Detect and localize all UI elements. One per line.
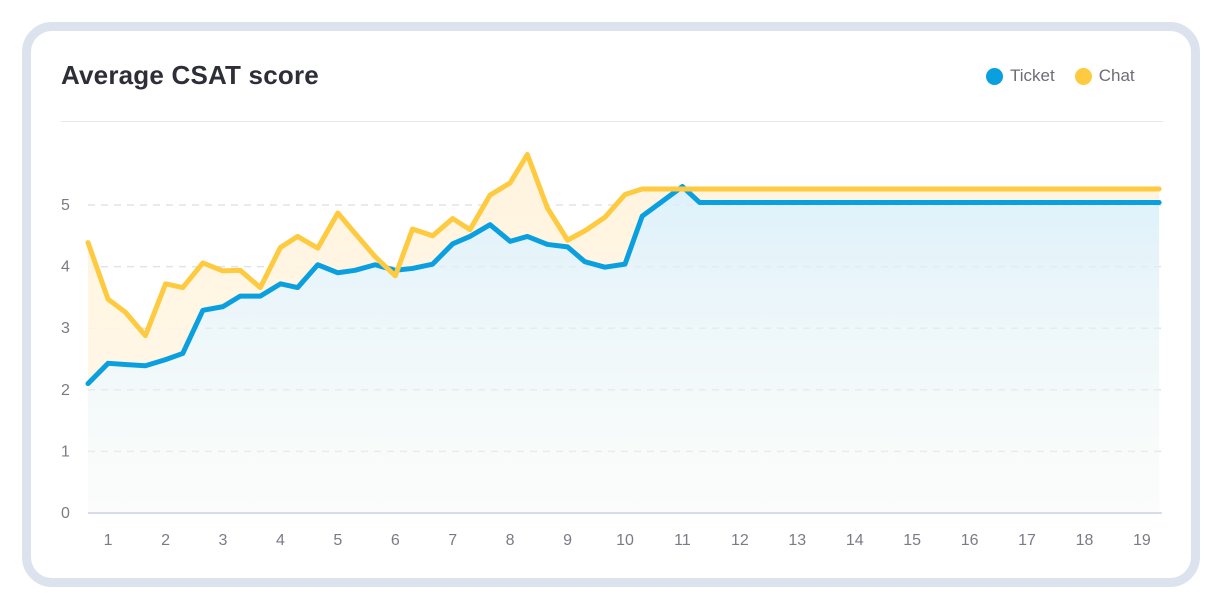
- area-ticket: [88, 186, 1160, 513]
- line-layer: [85, 151, 1162, 387]
- y-tick-label: 4: [61, 259, 70, 276]
- x-tick-label: 17: [1018, 532, 1036, 549]
- x-tick-label: 4: [276, 532, 285, 549]
- x-tick-label: 3: [219, 532, 228, 549]
- legend-label-chat: Chat: [1098, 66, 1135, 85]
- legend-item-ticket[interactable]: Ticket: [986, 66, 1055, 86]
- x-tick-label: 12: [731, 532, 749, 549]
- x-tick-label: 5: [333, 532, 342, 549]
- x-tick-label: 1: [104, 532, 113, 549]
- x-tick-label: 2: [161, 532, 170, 549]
- area-gap: [88, 154, 1160, 384]
- area-layer: [88, 154, 1160, 513]
- legend-swatch-chat: [1074, 67, 1092, 85]
- chart-title: Average CSAT score: [61, 60, 319, 90]
- series-line-chat[interactable]: [85, 151, 1162, 339]
- title-divider: [61, 121, 1163, 122]
- x-tick-label: 10: [616, 532, 634, 549]
- series-line-ticket[interactable]: [85, 184, 1162, 387]
- legend: Ticket Chat: [986, 66, 1135, 86]
- y-tick-label: 0: [61, 505, 70, 522]
- x-tick-label: 6: [391, 532, 400, 549]
- y-tick-label: 2: [61, 382, 70, 399]
- x-tick-label: 15: [903, 532, 921, 549]
- x-tick-label: 18: [1076, 532, 1094, 549]
- x-tick-label: 9: [563, 532, 572, 549]
- x-tick-label: 8: [506, 532, 515, 549]
- legend-label-ticket: Ticket: [1010, 66, 1055, 85]
- x-tick-label: 13: [788, 532, 806, 549]
- x-tick-label: 14: [846, 532, 864, 549]
- x-tick-label: 16: [961, 532, 979, 549]
- y-tick-label: 5: [61, 197, 70, 214]
- x-tick-label: 11: [674, 532, 691, 549]
- legend-item-chat[interactable]: Chat: [1074, 66, 1135, 86]
- x-tick-label: 19: [1133, 532, 1151, 549]
- y-tick-label: 3: [61, 320, 70, 337]
- x-tick-label: 7: [448, 532, 457, 549]
- y-tick-label: 1: [61, 443, 70, 460]
- legend-swatch-ticket: [986, 67, 1003, 85]
